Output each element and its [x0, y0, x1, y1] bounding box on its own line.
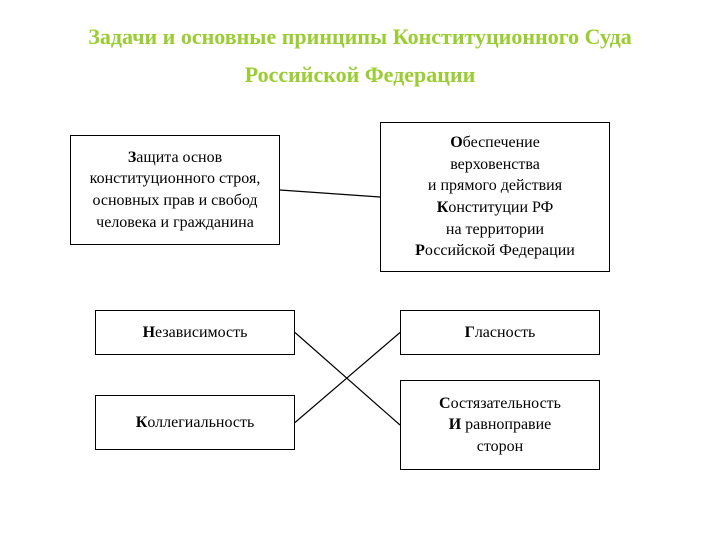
- title-line-1: Задачи и основные принципы Конституционн…: [0, 24, 720, 50]
- box-independence: Независимость: [95, 310, 295, 355]
- title-line-2: Российской Федерации: [0, 62, 720, 88]
- box-collegiality: Коллегиальность: [95, 395, 295, 450]
- box-protection: Защита основконституционного строя,основ…: [70, 135, 280, 245]
- box-supremacy: Обеспечениеверховенстваи прямого действи…: [380, 122, 610, 272]
- box-adversarial: СостязательностьИ равноправиесторон: [400, 380, 600, 470]
- box-publicity: Гласность: [400, 310, 600, 355]
